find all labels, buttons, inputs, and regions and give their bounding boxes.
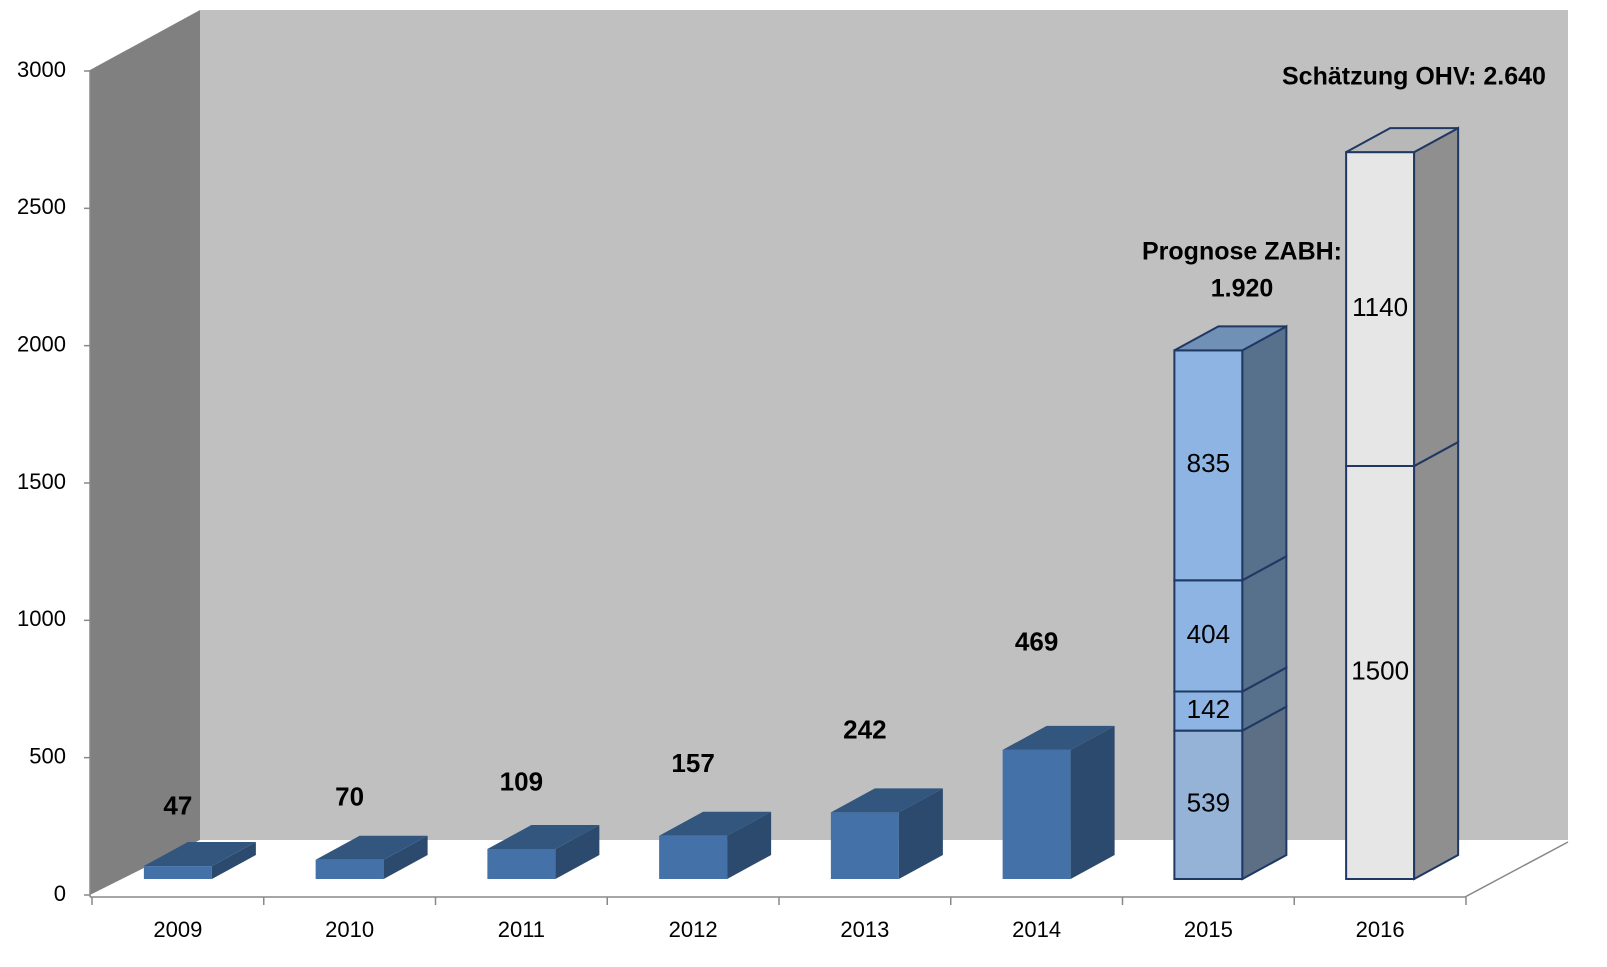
bar-top xyxy=(315,835,428,860)
bar-side xyxy=(1070,725,1115,879)
floor-edge xyxy=(1464,841,1569,898)
bar-side xyxy=(898,788,943,879)
bar-side xyxy=(1241,324,1288,582)
x-tick-label: 2011 xyxy=(498,917,545,942)
bar-side xyxy=(383,835,428,879)
y-tick-label: 2000 xyxy=(17,331,66,356)
bar-side xyxy=(1413,440,1460,881)
bar-top xyxy=(1173,325,1287,352)
annotation: Schätzung OHV: 2.640 xyxy=(1282,63,1546,91)
x-tick-label: 2015 xyxy=(1184,917,1233,942)
x-tick-label: 2009 xyxy=(153,917,202,942)
y-tick-label: 3000 xyxy=(17,57,66,82)
bar-top xyxy=(1345,127,1459,154)
bar-front xyxy=(1173,349,1244,582)
value-label: 157 xyxy=(671,748,714,778)
value-label: 47 xyxy=(163,791,192,821)
value-label: 835 xyxy=(1187,448,1230,478)
bar-side xyxy=(727,811,772,879)
bar-front xyxy=(1002,749,1071,879)
value-label: 1140 xyxy=(1352,292,1408,322)
value-label: 242 xyxy=(843,715,886,745)
x-tick-label: 2016 xyxy=(1356,917,1405,942)
bar-front xyxy=(1345,465,1416,880)
x-tick-label: 2013 xyxy=(840,917,889,942)
annotation: Prognose ZABH: xyxy=(1142,238,1342,266)
bar-side xyxy=(1413,126,1460,468)
y-tick-label: 2500 xyxy=(17,194,66,219)
bar-top xyxy=(1002,725,1115,750)
bar-side xyxy=(555,824,600,879)
y-tick-label: 1500 xyxy=(17,469,66,494)
bar-top xyxy=(143,842,256,867)
side-wall xyxy=(90,10,200,895)
value-label: 142 xyxy=(1187,694,1230,724)
x-tick-label: 2012 xyxy=(669,917,718,942)
bar-side xyxy=(211,842,256,879)
value-label: 404 xyxy=(1187,619,1230,649)
bar-front xyxy=(659,835,728,879)
y-tick-label: 1000 xyxy=(17,606,66,631)
value-label: 469 xyxy=(1015,626,1058,656)
bar-top xyxy=(659,811,772,836)
value-label: 70 xyxy=(335,782,364,812)
x-tick-label: 2014 xyxy=(1012,917,1061,942)
bar-front xyxy=(487,848,556,879)
bar-front xyxy=(143,866,212,879)
bar-front xyxy=(830,812,899,879)
bar-side xyxy=(1241,704,1288,881)
bar-front xyxy=(1173,690,1244,732)
annotation: 1.920 xyxy=(1211,275,1274,303)
bar-front xyxy=(1345,151,1416,467)
value-label: 109 xyxy=(500,766,543,796)
bar-front xyxy=(315,859,384,879)
bar-top xyxy=(830,788,943,813)
y-tick-label: 500 xyxy=(29,743,66,768)
value-label: 539 xyxy=(1187,788,1230,818)
value-label: 1500 xyxy=(1351,655,1409,685)
y-tick-label: 0 xyxy=(54,881,66,906)
bar-top xyxy=(487,824,600,849)
x-tick-label: 2010 xyxy=(325,917,374,942)
